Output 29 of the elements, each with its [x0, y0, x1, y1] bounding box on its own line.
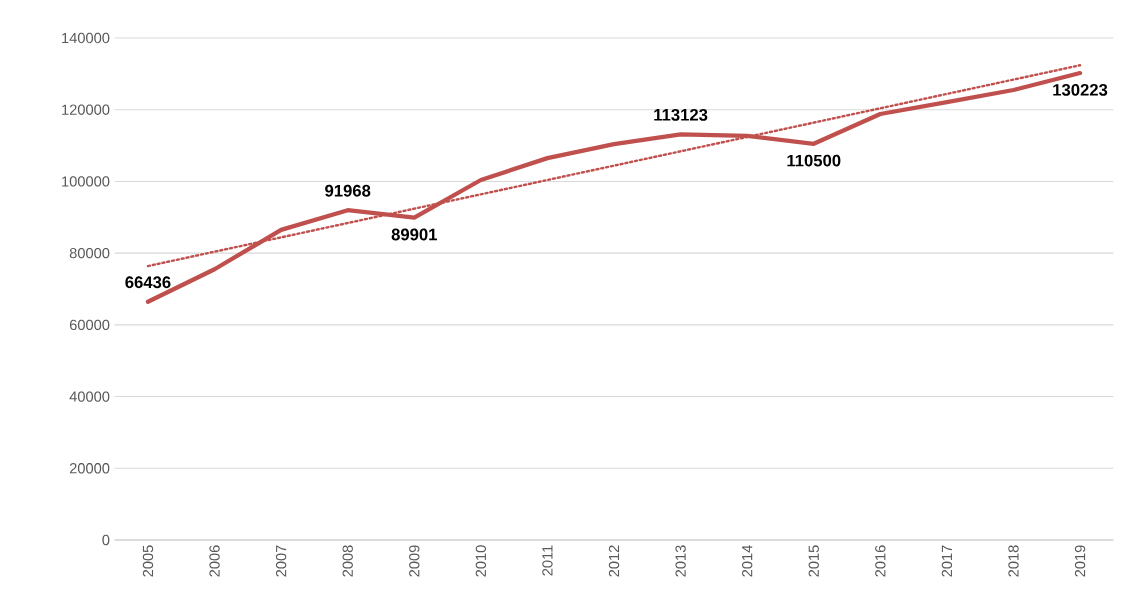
data-label: 110500 [787, 154, 841, 167]
x-tick-label: 2011 [542, 545, 553, 576]
x-tick-label: 2009 [409, 545, 420, 577]
x-tick-label: 2017 [941, 545, 953, 577]
x-tick-label: 2012 [608, 545, 620, 577]
x-tick-label: 2018 [1008, 545, 1019, 577]
y-tick-label: 120000 [62, 104, 110, 115]
y-tick-label: 20000 [69, 463, 110, 474]
x-tick-label: 2008 [342, 545, 353, 577]
data-label: 66436 [125, 276, 171, 289]
x-tick-label: 2015 [808, 545, 819, 577]
x-tick-label: 2016 [875, 545, 886, 577]
x-tick-label: 2006 [209, 545, 220, 577]
data-label: 91968 [325, 184, 371, 197]
x-tick-label: 2005 [142, 545, 154, 577]
x-tick-label: 2014 [741, 545, 753, 577]
x-tick-label: 2013 [675, 545, 686, 577]
data-label: 89901 [391, 228, 437, 241]
x-tick-label: 2007 [275, 545, 287, 577]
data-label: 130223 [1053, 84, 1108, 96]
x-tick-label: 2010 [475, 545, 487, 577]
y-tick-label: 80000 [69, 247, 110, 259]
y-tick-label: 0 [102, 534, 110, 546]
y-tick-label: 60000 [69, 319, 110, 331]
x-tick-label: 2019 [1074, 545, 1086, 577]
y-tick-label: 140000 [62, 32, 110, 44]
y-tick-label: 40000 [69, 391, 110, 402]
data-label: 113123 [654, 108, 708, 121]
y-tick-label: 100000 [62, 176, 110, 187]
